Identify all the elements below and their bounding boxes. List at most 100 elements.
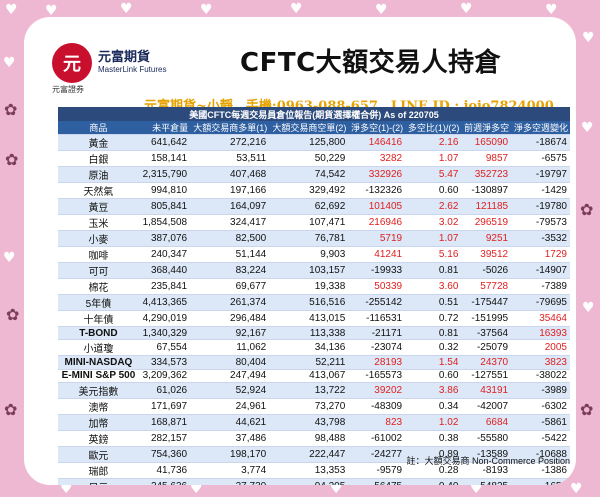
cell-net: 216946 xyxy=(348,214,406,231)
cell-open-interest: 67,554 xyxy=(138,339,191,357)
cell-commodity: 黃豆 xyxy=(58,198,139,215)
cell-commodity: 玉米 xyxy=(58,214,139,231)
cell-open-interest: 4,413,365 xyxy=(138,294,191,311)
cell-ratio: 5.16 xyxy=(405,246,462,263)
cell-commodity: 歐元 xyxy=(58,446,139,463)
col-header-ratio: 多空比(1)/(2) xyxy=(405,121,462,135)
cell-prev-net: 39512 xyxy=(461,246,512,263)
cell-open-interest: 1,854,508 xyxy=(138,214,191,231)
cell-long: 69,677 xyxy=(190,278,270,295)
cell-ratio: 0.72 xyxy=(405,310,462,327)
cell-long: 44,621 xyxy=(190,414,270,431)
table-caption: 美國CFTC每週交易員倉位報告(期貨選擇權合併) As of 220705 xyxy=(58,107,570,121)
cell-net: -165573 xyxy=(348,369,406,383)
cell-weekly-change: -3532 xyxy=(511,230,570,247)
table-header-row: 商品 未平倉量 大額交易商多單(1) 大額交易商空單(2) 淨多空(1)-(2)… xyxy=(58,121,570,135)
cell-open-interest: 3,209,362 xyxy=(138,369,191,383)
heart-decoration: ♥ xyxy=(330,481,343,497)
heart-decoration: ♥ xyxy=(581,120,594,136)
cell-prev-net: 43191 xyxy=(461,382,512,399)
table-row: 天然氣 994,810 197,166 329,492 -132326 0.60 -1308… xyxy=(58,182,570,199)
cell-net: 41241 xyxy=(348,246,406,263)
cell-weekly-change: -79573 xyxy=(511,214,570,231)
cell-long: 24,961 xyxy=(190,398,270,415)
cell-open-interest: 4,290,019 xyxy=(138,310,191,327)
paw-decoration: ✿ xyxy=(580,200,594,219)
cell-net: 3282 xyxy=(348,150,406,167)
cell-weekly-change: -3989 xyxy=(511,382,570,399)
cell-commodity: 加幣 xyxy=(58,414,139,431)
cell-weekly-change: 1729 xyxy=(511,246,570,263)
cell-weekly-change: -6302 xyxy=(511,398,570,415)
cell-short: 222,447 xyxy=(269,446,349,463)
cell-ratio: 3.02 xyxy=(405,214,462,231)
cell-commodity: 可可 xyxy=(58,262,139,279)
cell-prev-net: -175447 xyxy=(461,294,512,311)
cftc-positions-table: 美國CFTC每週交易員倉位報告(期貨選擇權合併) As of 220705 商品… xyxy=(58,107,570,485)
cell-commodity: E-MINI S&P 500 xyxy=(58,369,139,383)
cell-commodity: 棉花 xyxy=(58,278,139,295)
table-row: 小道瓊 67,554 11,062 34,136 -23074 0.32 -25079 200… xyxy=(58,339,570,357)
logo-name-en: MasterLink Futures xyxy=(98,64,167,74)
cell-prev-net: 9251 xyxy=(461,230,512,247)
cell-net: 146416 xyxy=(348,134,406,151)
cell-short: 125,800 xyxy=(269,134,349,151)
cell-prev-net: -25079 xyxy=(461,339,512,357)
cell-weekly-change: -14907 xyxy=(511,262,570,279)
cell-short: 52,211 xyxy=(269,355,349,370)
cell-weekly-change: -1429 xyxy=(511,182,570,199)
cell-commodity: 小道瓊 xyxy=(58,339,139,357)
cell-prev-net: 24370 xyxy=(461,355,512,370)
cell-short: 19,338 xyxy=(269,278,349,295)
cell-open-interest: 368,440 xyxy=(138,262,191,279)
cell-long: 37,730 xyxy=(190,478,270,485)
cftc-table-wrapper: 美國CFTC每週交易員倉位報告(期貨選擇權合併) As of 220705 商品… xyxy=(58,107,570,485)
col-header-short: 大額交易商空單(2) xyxy=(269,121,349,135)
cell-ratio: 5.47 xyxy=(405,166,462,183)
cell-ratio: 0.34 xyxy=(405,398,462,415)
cell-commodity: 小麥 xyxy=(58,230,139,247)
cell-short: 413,067 xyxy=(269,369,349,383)
cell-weekly-change: -1386 xyxy=(511,462,570,479)
cell-commodity: 瑞郎 xyxy=(58,462,139,479)
cell-prev-net: 352723 xyxy=(461,166,512,183)
cell-long: 407,468 xyxy=(190,166,270,183)
table-row: 黃金 641,642 272,216 125,800 146416 2.16 165090-… xyxy=(58,134,570,151)
logo-sub-label: 元富證券 xyxy=(52,85,84,94)
cell-net: -255142 xyxy=(348,294,406,311)
cell-ratio: 0.28 xyxy=(405,462,462,479)
cell-long: 272,216 xyxy=(190,134,270,151)
table-row: 歐元 754,360 198,170 222,447 -24277 0.89 -13589-… xyxy=(58,446,570,463)
cell-ratio: 0.60 xyxy=(405,182,462,199)
cell-long: 82,500 xyxy=(190,230,270,247)
heart-decoration: ♥ xyxy=(290,1,303,17)
cell-long: 247,494 xyxy=(190,369,270,383)
cell-short: 516,516 xyxy=(269,294,349,311)
cell-weekly-change: -5422 xyxy=(511,430,570,447)
cell-weekly-change: 2005 xyxy=(511,339,570,357)
cell-prev-net: -13589 xyxy=(461,446,512,463)
cell-ratio: 3.86 xyxy=(405,382,462,399)
cell-commodity: 十年債 xyxy=(58,310,139,327)
cell-short: 43,798 xyxy=(269,414,349,431)
cell-short: 73,270 xyxy=(269,398,349,415)
heart-decoration: ♥ xyxy=(3,55,16,71)
cell-ratio: 0.89 xyxy=(405,446,462,463)
cell-long: 3,774 xyxy=(190,462,270,479)
col-header-open-interest: 未平倉量 xyxy=(138,121,191,135)
table-row: T-BOND 1,340,329 92,167 113,338 -21171 0.81 -3… xyxy=(58,326,570,341)
cell-weekly-change: -10688 xyxy=(511,446,570,463)
cell-prev-net: -37564 xyxy=(461,326,512,341)
heart-decoration: ♥ xyxy=(582,300,595,316)
col-header-commodity: 商品 xyxy=(58,121,139,135)
cell-long: 198,170 xyxy=(190,446,270,463)
page-title: CFTC大額交易人持倉 xyxy=(240,48,502,78)
cell-open-interest: 158,141 xyxy=(138,150,191,167)
cell-net: 39202 xyxy=(348,382,406,399)
cell-open-interest: 282,157 xyxy=(138,430,191,447)
cell-commodity: 原油 xyxy=(58,166,139,183)
cell-weekly-change: -19780 xyxy=(511,198,570,215)
cell-prev-net: 121185 xyxy=(461,198,512,215)
cell-open-interest: 240,347 xyxy=(138,246,191,263)
cell-weekly-change: -5861 xyxy=(511,414,570,431)
